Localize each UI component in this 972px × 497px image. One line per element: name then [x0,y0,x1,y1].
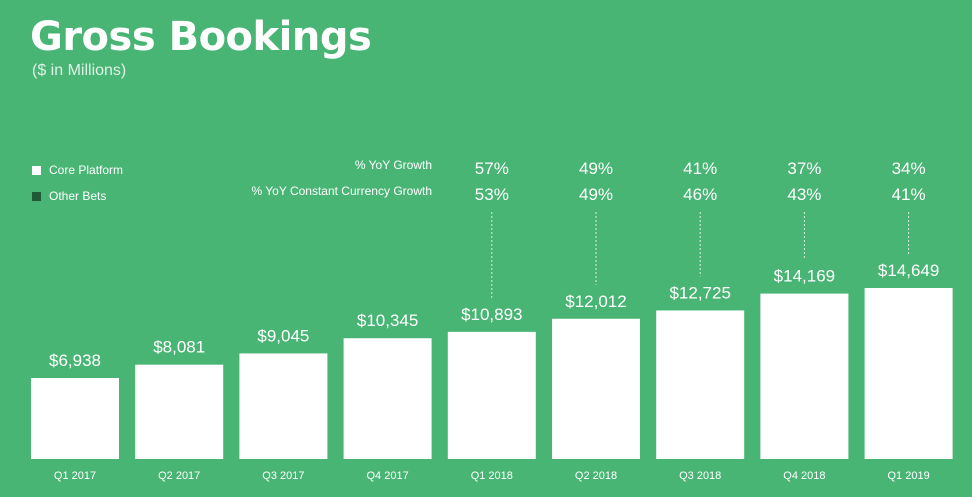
yoy-growth-value: 37% [787,159,821,178]
x-tick-label: Q2 2017 [158,470,200,482]
legend-label: Other Bets [49,189,107,203]
yoy-growth-row-label: % YoY Growth [354,158,432,172]
bar [447,331,536,459]
bar-value-label: $12,725 [669,283,730,302]
yoy-cc-growth-value: 49% [579,185,613,204]
legend-item-core-platform: Core Platform [32,157,123,183]
bar-value-label: $10,345 [357,311,418,330]
yoy-growth-value: 57% [475,159,509,178]
yoy-cc-growth-value: 46% [683,185,717,204]
chart-subtitle: ($ in Millions) [32,62,127,79]
yoy-growth-value: 34% [892,159,926,178]
yoy-cc-growth-value: 53% [475,185,509,204]
bar-value-label: $6,938 [49,351,101,370]
bar [31,378,119,459]
yoy-growth-value: 41% [683,159,717,178]
bar [343,338,432,459]
bar [135,364,224,459]
bar [656,310,745,459]
bar-value-label: $14,169 [774,267,835,286]
bar [552,318,640,459]
x-tick-label: Q2 2018 [575,470,617,482]
legend-swatch [32,165,41,175]
bar [864,288,953,459]
yoy-cc-growth-value: 41% [892,185,926,204]
x-tick-label: Q3 2017 [262,470,304,482]
bar-value-label: $12,012 [565,292,626,311]
x-tick-label: Q1 2019 [887,470,929,482]
x-tick-label: Q3 2018 [679,470,721,482]
bar-value-label: $10,893 [461,305,522,324]
legend: Core Platform Other Bets [32,157,123,209]
x-tick-label: Q4 2017 [366,470,408,482]
bar-value-label: $14,649 [878,261,939,280]
chart-title: Gross Bookings [30,14,372,60]
legend-swatch [32,191,41,201]
x-tick-label: Q4 2018 [783,470,825,482]
legend-label: Core Platform [49,163,124,177]
x-tick-label: Q1 2018 [471,470,513,482]
yoy-cc-growth-value: 43% [787,185,821,204]
bar-value-label: $8,081 [153,338,205,357]
legend-item-other-bets: Other Bets [32,183,123,209]
growth-row-labels: % YoY Growth % YoY Constant Currency Gro… [251,157,432,209]
bar [239,353,328,459]
bar [760,293,849,459]
yoy-growth-value: 49% [579,159,613,178]
x-tick-label: Q1 2017 [54,470,96,482]
bar-value-label: $9,045 [257,326,309,345]
yoy-cc-growth-row-label: % YoY Constant Currency Growth [251,184,432,198]
